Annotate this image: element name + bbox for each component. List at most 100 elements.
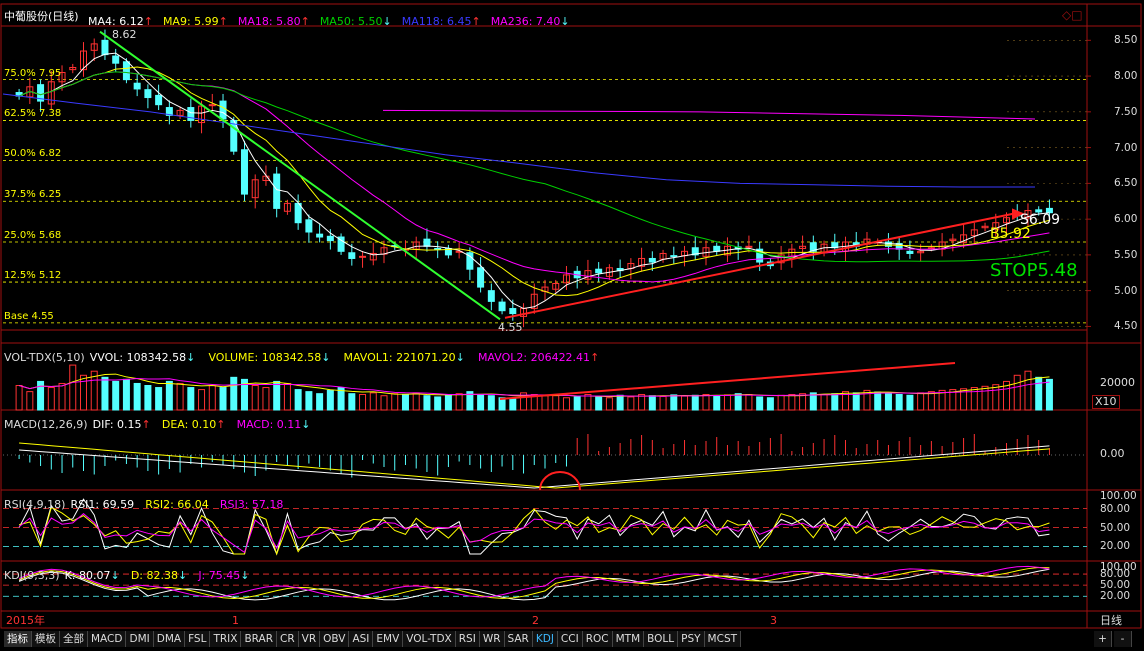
volume-bar (992, 384, 1000, 411)
tab-vol-tdx[interactable]: VOL-TDX (403, 631, 456, 647)
ma-legend-value: MA4: 6.12 (88, 15, 144, 28)
ma-legend-arrow: ↑ (300, 15, 310, 28)
candle-body (37, 84, 45, 102)
ma-legend-value: MA9: 5.99 (162, 15, 219, 28)
tab-vr[interactable]: VR (298, 631, 321, 647)
rsi-tick-label: 100.00 (1100, 490, 1137, 502)
volume-axis-label: 20000 (1100, 376, 1135, 389)
macd-legend: MACD(12,26,9) DIF: 0.15↑ DEA: 0.10↑ MACD… (4, 413, 311, 432)
dif-arrow: ↑ (141, 418, 151, 431)
high-price-mark: 8.62 (112, 28, 137, 41)
fib-label: 75.0% 7.95 (4, 67, 62, 79)
ma9-line (18, 66, 1050, 297)
volume-bar (380, 395, 388, 411)
volume-bar (444, 393, 452, 411)
volume-bar (391, 393, 399, 411)
window-controls-icon[interactable]: ◇□ (1062, 8, 1083, 22)
tab-brar[interactable]: BRAR (241, 631, 277, 647)
period-label[interactable]: 日线 (1100, 614, 1122, 627)
volume-title: VOL-TDX(5,10) (4, 351, 85, 364)
volume-bar (906, 394, 914, 411)
candle-body (133, 82, 141, 90)
tab-psy[interactable]: PSY (678, 631, 705, 647)
tab-obv[interactable]: OBV (320, 631, 350, 647)
candle-body (713, 245, 721, 252)
rsi2-value: RSI2: 66.04 (145, 498, 209, 511)
candle-body (498, 301, 506, 312)
ma-legend-arrow: ↑ (218, 15, 228, 28)
time-label-year: 2015年 (6, 614, 45, 627)
tab-asi[interactable]: ASI (349, 631, 374, 647)
volume-bar (981, 385, 989, 411)
tab-sar[interactable]: SAR (504, 631, 533, 647)
volume-bar (144, 385, 152, 411)
candle-body (112, 55, 120, 64)
volume-bar (198, 389, 206, 411)
tab-模板[interactable]: 模板 (32, 631, 60, 647)
volume-bar (294, 389, 302, 411)
tab-cr[interactable]: CR (277, 631, 299, 647)
volume-bar (777, 394, 785, 411)
dif-value: DIF: 0.15 (92, 418, 142, 431)
zoom-in-button[interactable]: + (1094, 631, 1112, 647)
volume-bar (283, 382, 291, 411)
ma-legend-arrow: ↓ (382, 15, 392, 28)
tab-macd[interactable]: MACD (88, 631, 127, 647)
volume-bar (359, 393, 367, 411)
tab-kdj[interactable]: KDJ (532, 631, 558, 647)
ma-legend-item: MA18: 5.80↑ (238, 15, 310, 28)
volume-bar (466, 391, 474, 411)
volume-bar (487, 395, 495, 411)
volume-value: VOLUME: 108342.58 (208, 351, 322, 364)
tab-fsl[interactable]: FSL (185, 631, 211, 647)
tab-cci[interactable]: CCI (557, 631, 583, 647)
tab-trix[interactable]: TRIX (210, 631, 242, 647)
volume-bar (1013, 374, 1021, 411)
ma-legend-item: MA50: 5.50↓ (320, 15, 392, 28)
volume-bar (37, 380, 45, 411)
tab-wr[interactable]: WR (479, 631, 505, 647)
ma-legend-value: MA236: 7.40 (490, 15, 561, 28)
tab-dmi[interactable]: DMI (126, 631, 154, 647)
candle-body (992, 222, 1000, 230)
tab-dma[interactable]: DMA (153, 631, 186, 647)
volume-bar (799, 393, 807, 411)
volume-bar (745, 393, 753, 411)
candle-body (648, 257, 656, 263)
candle-body (101, 39, 109, 56)
volume-bar (305, 391, 313, 411)
kdj-title: KDJ(9,3,3) (4, 569, 60, 582)
zoom-out-button[interactable]: - (1114, 631, 1132, 647)
candle-body (47, 81, 55, 105)
volume-bar (337, 387, 345, 411)
mavol1-arrow: ↓ (455, 351, 465, 364)
tab-emv[interactable]: EMV (373, 631, 404, 647)
ma-legend-arrow: ↓ (560, 15, 570, 28)
candle-body (294, 202, 302, 224)
volume-bar (541, 394, 549, 411)
volume-bar (831, 393, 839, 411)
candle-body (144, 89, 152, 99)
tab-mcst[interactable]: MCST (704, 631, 742, 647)
volume-bar (960, 388, 968, 411)
kdj-k-line (18, 568, 1050, 601)
candle-body (359, 255, 367, 258)
dea-arrow: ↑ (216, 418, 226, 431)
tab-roc[interactable]: ROC (582, 631, 613, 647)
volume-bar (627, 396, 635, 411)
macd-arrow: ↓ (301, 418, 311, 431)
tab-boll[interactable]: BOLL (644, 631, 679, 647)
candle-body (283, 202, 291, 212)
volume-bar (659, 396, 667, 411)
candle-body (960, 234, 968, 244)
candle-body (219, 100, 227, 120)
volume-bar (133, 382, 141, 411)
tab-rsi[interactable]: RSI (455, 631, 480, 647)
tab-指标[interactable]: 指标 (4, 631, 32, 647)
volume-bar (562, 397, 570, 411)
tab-全部[interactable]: 全部 (60, 631, 88, 647)
tab-mtm[interactable]: MTM (612, 631, 645, 647)
ma-legend-item: MA4: 6.12↑ (88, 15, 153, 28)
